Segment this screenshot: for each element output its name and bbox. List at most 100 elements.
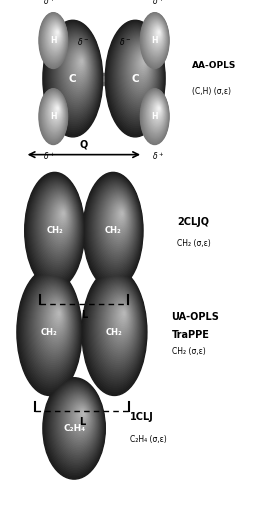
Ellipse shape [78, 57, 84, 68]
Ellipse shape [48, 22, 63, 51]
Ellipse shape [114, 29, 160, 120]
Ellipse shape [67, 399, 92, 440]
Ellipse shape [51, 25, 61, 46]
Bar [98, 82, 110, 85]
Ellipse shape [49, 383, 102, 469]
Ellipse shape [96, 283, 140, 369]
Ellipse shape [98, 188, 135, 261]
Ellipse shape [44, 94, 65, 135]
Ellipse shape [62, 41, 92, 99]
Ellipse shape [155, 28, 161, 40]
Ellipse shape [148, 97, 165, 129]
Ellipse shape [95, 185, 137, 266]
Text: $\delta^+$: $\delta^+$ [43, 0, 56, 7]
Ellipse shape [46, 96, 64, 131]
Ellipse shape [63, 42, 92, 97]
Ellipse shape [44, 193, 74, 251]
Text: C: C [69, 74, 77, 84]
Ellipse shape [38, 291, 70, 354]
Ellipse shape [143, 15, 168, 64]
Ellipse shape [87, 274, 144, 385]
Ellipse shape [146, 95, 166, 133]
Ellipse shape [51, 25, 61, 45]
Ellipse shape [58, 312, 60, 315]
Ellipse shape [119, 34, 158, 111]
Ellipse shape [117, 208, 125, 223]
Ellipse shape [27, 279, 77, 377]
Ellipse shape [38, 187, 77, 263]
Ellipse shape [145, 17, 167, 60]
Ellipse shape [75, 54, 86, 75]
Ellipse shape [47, 21, 63, 53]
Ellipse shape [91, 180, 139, 274]
Ellipse shape [31, 283, 75, 369]
Ellipse shape [153, 26, 162, 44]
Ellipse shape [41, 15, 67, 65]
Ellipse shape [53, 28, 60, 41]
Bar [98, 75, 110, 83]
Ellipse shape [109, 200, 129, 238]
Ellipse shape [61, 393, 95, 449]
Ellipse shape [117, 32, 159, 114]
Ellipse shape [146, 19, 166, 57]
Ellipse shape [121, 37, 157, 106]
Ellipse shape [102, 290, 136, 356]
Ellipse shape [149, 22, 164, 51]
Ellipse shape [86, 273, 145, 387]
Ellipse shape [54, 28, 60, 40]
Ellipse shape [151, 99, 164, 125]
Text: L: L [81, 310, 87, 320]
Ellipse shape [43, 20, 103, 137]
Ellipse shape [150, 23, 164, 49]
Ellipse shape [140, 57, 146, 68]
Ellipse shape [97, 284, 139, 367]
Ellipse shape [33, 285, 73, 365]
Ellipse shape [34, 183, 79, 270]
Ellipse shape [22, 274, 79, 385]
Ellipse shape [49, 26, 100, 126]
Ellipse shape [44, 21, 102, 135]
Ellipse shape [103, 193, 133, 251]
Ellipse shape [94, 281, 141, 373]
Ellipse shape [153, 26, 162, 43]
Ellipse shape [40, 293, 69, 350]
Ellipse shape [112, 300, 131, 338]
Ellipse shape [151, 23, 164, 49]
Ellipse shape [146, 18, 166, 58]
Ellipse shape [52, 386, 100, 464]
Ellipse shape [66, 45, 90, 91]
Ellipse shape [49, 99, 62, 125]
Ellipse shape [68, 47, 89, 88]
Ellipse shape [141, 58, 146, 67]
Ellipse shape [135, 52, 149, 78]
Ellipse shape [57, 35, 95, 108]
Text: $\delta^+$: $\delta^+$ [152, 151, 165, 162]
Ellipse shape [105, 20, 165, 137]
Ellipse shape [119, 210, 124, 219]
Ellipse shape [56, 389, 98, 458]
Ellipse shape [41, 294, 69, 348]
Ellipse shape [88, 177, 140, 279]
Ellipse shape [152, 25, 163, 46]
Ellipse shape [54, 105, 59, 115]
Text: H: H [50, 112, 57, 121]
Ellipse shape [96, 186, 136, 264]
Ellipse shape [158, 31, 160, 35]
Ellipse shape [20, 272, 80, 389]
Ellipse shape [51, 102, 61, 120]
Ellipse shape [134, 51, 150, 80]
Text: 1CLJ: 1CLJ [130, 412, 154, 422]
Ellipse shape [39, 89, 68, 144]
Ellipse shape [53, 103, 60, 118]
Ellipse shape [42, 16, 66, 62]
Ellipse shape [87, 176, 141, 281]
Text: (C,H) (σ,ε): (C,H) (σ,ε) [192, 87, 231, 96]
Ellipse shape [155, 104, 161, 116]
Ellipse shape [51, 26, 61, 44]
Text: C₂H₄: C₂H₄ [63, 424, 85, 433]
Ellipse shape [83, 172, 143, 289]
Ellipse shape [46, 23, 101, 131]
Ellipse shape [152, 101, 162, 121]
Ellipse shape [152, 100, 163, 123]
Ellipse shape [45, 22, 102, 133]
